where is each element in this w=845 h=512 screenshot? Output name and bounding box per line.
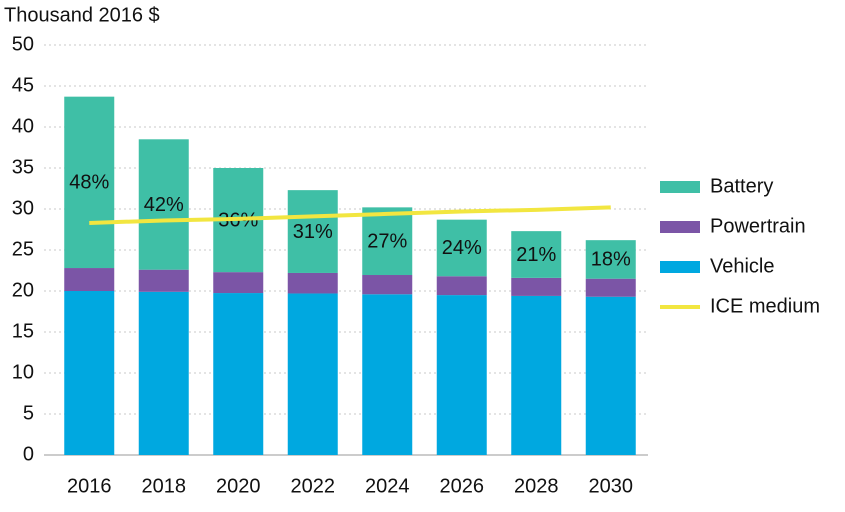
legend-label: Vehicle <box>710 255 775 277</box>
bar-segment <box>585 240 636 279</box>
x-tick-label: 2028 <box>514 475 559 497</box>
share-label: 48% <box>69 172 109 194</box>
share-label: 18% <box>591 249 631 271</box>
bar-segment <box>213 293 264 455</box>
x-tick-label: 2022 <box>291 475 336 497</box>
chart-title: Thousand 2016 $ <box>4 4 160 26</box>
bar-segment <box>436 295 487 455</box>
bar-segment <box>287 190 338 273</box>
bar-segment <box>511 231 562 278</box>
y-tick-label: 50 <box>12 33 34 55</box>
bar-segment <box>64 291 115 455</box>
y-tick-label: 30 <box>12 197 34 219</box>
bar-segment <box>585 278 636 297</box>
legend-swatch <box>660 181 700 193</box>
y-tick-label: 35 <box>12 156 34 178</box>
x-tick-label: 2020 <box>216 475 261 497</box>
bar-segment <box>287 272 338 294</box>
share-label: 21% <box>516 244 556 266</box>
bar-segment <box>511 277 562 296</box>
x-tick-label: 2030 <box>589 475 634 497</box>
bar-segment <box>138 139 189 270</box>
y-tick-label: 45 <box>12 74 34 96</box>
x-tick-label: 2016 <box>67 475 112 497</box>
x-tick-label: 2024 <box>365 475 410 497</box>
y-tick-label: 20 <box>12 279 34 301</box>
y-tick-label: 0 <box>23 443 34 465</box>
bar-segment <box>436 276 487 296</box>
y-tick-label: 5 <box>23 402 34 424</box>
line-series <box>89 205 611 225</box>
bar-segment <box>64 96 115 269</box>
legend-label: Powertrain <box>710 215 806 237</box>
share-label: 24% <box>442 237 482 259</box>
legend-swatch <box>660 221 700 233</box>
y-tick-label: 15 <box>12 320 34 342</box>
bar-segment <box>362 294 413 455</box>
share-label: 31% <box>293 221 333 243</box>
legend-label: ICE medium <box>710 295 820 317</box>
bar-segment <box>287 293 338 455</box>
bar-segment <box>138 269 189 292</box>
y-tick-label: 40 <box>12 115 34 137</box>
bar-segment <box>64 268 115 291</box>
x-tick-label: 2026 <box>440 475 485 497</box>
bar-segment <box>362 207 413 276</box>
bar-segment <box>138 291 189 455</box>
bar-segment <box>436 219 487 277</box>
share-label: 27% <box>367 230 407 252</box>
bar-segment <box>585 296 636 455</box>
bar-segment <box>213 272 264 294</box>
legend-swatch <box>660 261 700 273</box>
x-tick-label: 2018 <box>142 475 187 497</box>
bar-segment <box>362 275 413 295</box>
y-tick-label: 10 <box>12 361 34 383</box>
bar-segment <box>511 295 562 455</box>
legend-label: Battery <box>710 175 773 197</box>
share-label: 42% <box>144 194 184 216</box>
y-tick-label: 25 <box>12 238 34 260</box>
